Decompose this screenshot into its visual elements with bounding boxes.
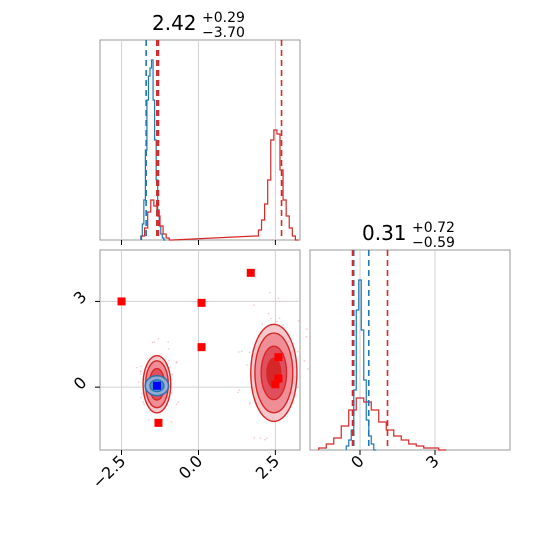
sample-point [148, 419, 150, 421]
sample-point [171, 373, 174, 376]
sample-point [297, 320, 300, 322]
panel-title-1-lower: −3.70 [202, 25, 245, 41]
sample-point [175, 403, 178, 406]
sample-point [259, 437, 262, 440]
sample-point [141, 392, 144, 395]
sample-point [238, 389, 240, 392]
sample-point [248, 403, 251, 405]
sample-point [146, 357, 149, 360]
truth-marker-red [246, 268, 255, 277]
panel-title-1-upper: +0.29 [202, 10, 245, 26]
truth-marker-red [274, 374, 283, 383]
sample-point [277, 297, 280, 300]
x-tick-label: 0.0 [175, 451, 206, 482]
panel-marginal-y: 0 3 0.31 +0.72 −0.59 [309, 220, 511, 472]
sample-point [237, 351, 240, 353]
histogram-series [345, 279, 377, 451]
sample-point [236, 391, 239, 394]
sample-point [170, 392, 173, 394]
x-tick-label: 2.5 [252, 451, 283, 482]
sample-point [303, 360, 306, 362]
sample-point [248, 351, 251, 354]
panel-title-2-upper: +0.72 [412, 220, 455, 236]
x-tick-label: 3 [422, 451, 443, 472]
sample-point [261, 323, 264, 325]
sample-point [296, 350, 299, 353]
sample-point [140, 365, 143, 368]
sample-point [175, 361, 178, 363]
sample-point [138, 381, 140, 383]
truth-marker-blue [152, 381, 161, 390]
sample-point [151, 341, 154, 344]
histogram-series [140, 129, 299, 241]
sample-point [167, 348, 170, 350]
truth-marker-red [271, 380, 280, 389]
sample-point [307, 368, 309, 370]
sample-point [266, 437, 269, 440]
sample-point [253, 437, 256, 439]
sample-point [269, 291, 271, 294]
sample-point [140, 370, 142, 372]
sample-point [270, 317, 272, 320]
panel-title-2-value: 0.31 [362, 221, 407, 245]
truth-marker-red [117, 297, 126, 306]
panel-marginal-x: 2.42 +0.29 −3.70 [99, 10, 301, 245]
panel-title-2-lower: −0.59 [412, 235, 455, 251]
sample-point [153, 341, 156, 343]
histogram-series [318, 397, 447, 451]
sample-point [177, 401, 180, 403]
sample-point [298, 369, 301, 372]
y-tick-label: 3 [70, 287, 91, 308]
sample-point [140, 373, 142, 375]
truth-marker-red [197, 343, 206, 352]
sample-point [167, 341, 169, 343]
sample-point [143, 403, 145, 406]
sample-point [282, 324, 285, 326]
sample-point [170, 420, 173, 423]
sample-point [264, 438, 266, 441]
sample-point [276, 320, 278, 323]
sample-point [140, 396, 142, 399]
sample-point [240, 350, 243, 353]
sample-point [136, 366, 138, 369]
x-tick-label: −2.5 [88, 451, 129, 492]
sample-point [305, 335, 308, 338]
panel-title-1-value: 2.42 [152, 11, 197, 35]
truth-marker-red [197, 298, 206, 307]
histogram-series [140, 59, 166, 241]
y-tick-label: 0 [70, 373, 91, 394]
sample-point [267, 312, 270, 315]
sample-point [278, 317, 281, 319]
sample-point [142, 401, 145, 403]
sample-point [306, 328, 308, 330]
truth-marker-red [274, 353, 283, 362]
sample-point [246, 364, 248, 366]
sample-point [157, 338, 160, 340]
panel-joint: −2.5 0.0 2.5 0 3 [70, 249, 309, 492]
truth-marker-red [154, 418, 163, 427]
sample-point [253, 304, 255, 306]
x-tick-label: 0 [347, 451, 368, 472]
sample-point [168, 359, 170, 362]
